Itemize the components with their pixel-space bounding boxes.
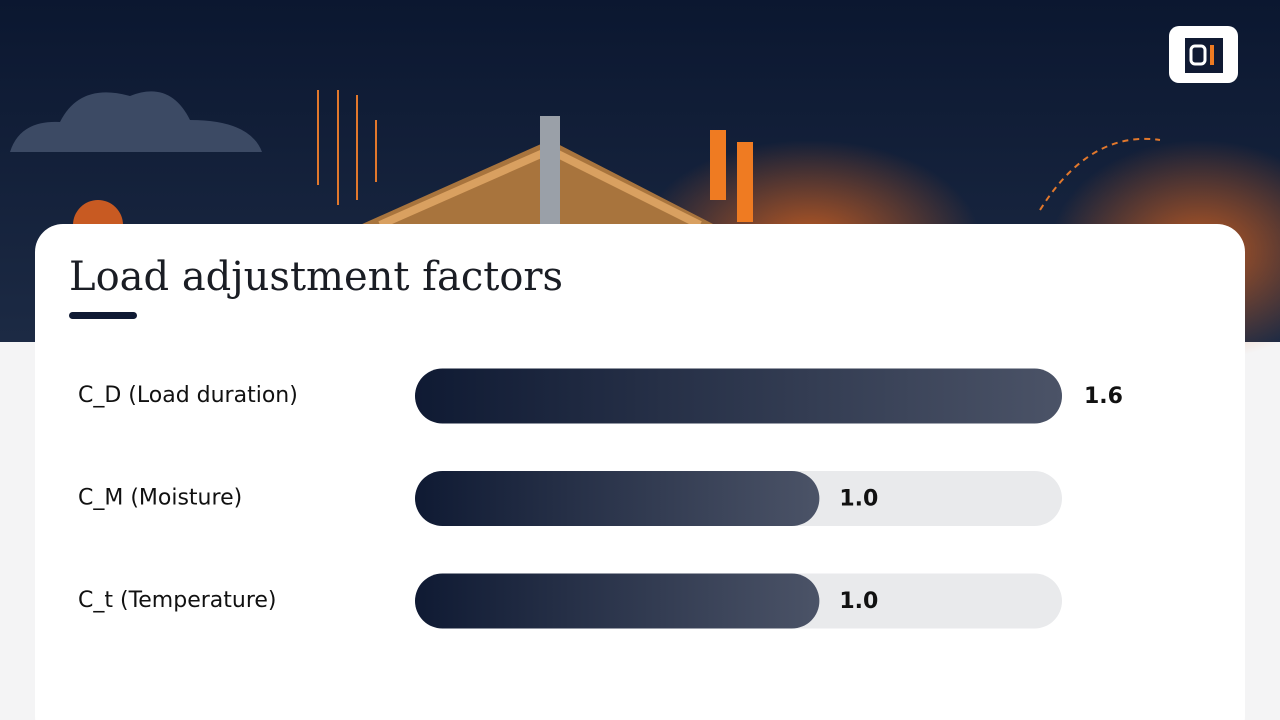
value-label: 1.0 xyxy=(839,487,878,512)
bar xyxy=(415,368,1062,424)
value-label: 1.0 xyxy=(839,589,878,614)
bar xyxy=(415,471,820,526)
chart-title: Load adjustment factors xyxy=(69,254,563,300)
category-label: C_M (Moisture) xyxy=(78,486,242,511)
title-underline xyxy=(69,312,137,319)
value-label: 1.6 xyxy=(1084,384,1123,409)
bar xyxy=(415,573,820,629)
plot: C_D (Load duration) 1.6 C_M (Moisture) 1.0 C… xyxy=(78,368,1123,629)
category-label: C_t (Temperature) xyxy=(78,588,277,613)
category-label: C_D (Load duration) xyxy=(78,383,298,408)
